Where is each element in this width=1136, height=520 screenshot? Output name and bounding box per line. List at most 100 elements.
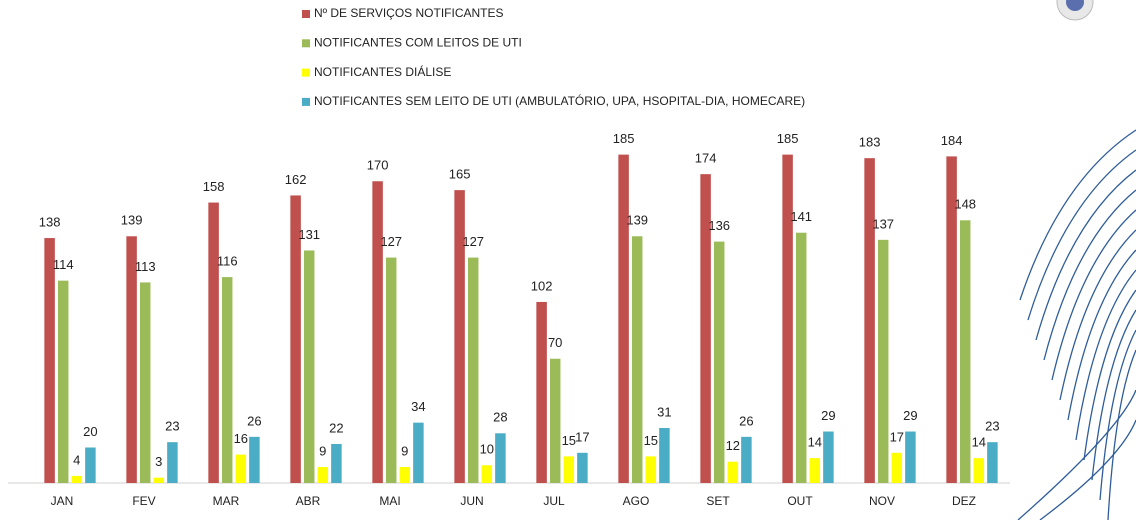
bar: [782, 154, 793, 483]
bar: [385, 257, 397, 483]
value-label: 17: [890, 429, 904, 444]
bar: [317, 467, 329, 483]
legend-label: Nº DE SERVIÇOS NOTIFICANTES: [314, 6, 504, 20]
value-label: 34: [411, 399, 425, 414]
bar: [659, 427, 670, 483]
value-label: 31: [657, 404, 671, 419]
value-label: 4: [73, 452, 80, 467]
logo: [1056, 0, 1094, 21]
bar: [57, 280, 69, 483]
value-label: 137: [872, 216, 894, 231]
legend-swatch: [302, 97, 310, 106]
value-label: 28: [493, 410, 507, 425]
value-label: 70: [548, 335, 562, 350]
bar: [235, 454, 247, 483]
bar: [399, 467, 411, 483]
bar: [303, 250, 315, 483]
x-tick-label: SET: [706, 494, 730, 508]
bar: [495, 433, 506, 483]
value-label: 14: [808, 435, 822, 450]
value-label: 162: [285, 172, 307, 187]
value-label: 174: [695, 151, 717, 166]
value-label: 15: [562, 433, 576, 448]
legend-swatch: [302, 68, 310, 77]
value-label: 9: [401, 443, 408, 458]
bar: [481, 465, 493, 483]
value-label: 12: [726, 438, 740, 453]
value-label: 26: [739, 413, 753, 428]
bar: [987, 442, 998, 483]
value-label: 184: [941, 133, 963, 148]
bar: [741, 436, 752, 483]
bar: [85, 447, 96, 483]
value-label: 183: [859, 135, 881, 150]
legend-swatch: [302, 39, 310, 48]
value-label: 127: [462, 234, 484, 249]
value-label: 23: [165, 419, 179, 434]
x-tick-label: JUN: [460, 494, 483, 508]
value-label: 158: [203, 179, 225, 194]
value-label: 185: [777, 131, 799, 146]
bar: [549, 358, 561, 483]
value-label: 16: [234, 431, 248, 446]
bar: [536, 301, 547, 483]
bar: [946, 156, 957, 483]
value-label: 165: [449, 167, 471, 182]
value-label: 148: [954, 197, 976, 212]
value-label: 29: [821, 408, 835, 423]
value-label: 15: [644, 433, 658, 448]
x-tick-label: DEZ: [952, 494, 976, 508]
legend-label: NOTIFICANTES SEM LEITO DE UTI (AMBULATÓR…: [314, 93, 805, 108]
value-label: 185: [613, 131, 635, 146]
x-tick-label: OUT: [787, 494, 813, 508]
bar: [631, 236, 643, 483]
bar: [208, 202, 219, 484]
bar: [809, 458, 821, 483]
value-label: 26: [247, 413, 261, 428]
bar: [44, 238, 55, 483]
bar: [331, 443, 342, 483]
bar: [454, 190, 465, 483]
value-label: 113: [135, 259, 156, 274]
value-label: 136: [708, 218, 730, 233]
value-label: 138: [39, 214, 61, 229]
bar: [891, 452, 903, 483]
bar: [713, 241, 725, 483]
bar: [795, 232, 807, 483]
bar: [139, 282, 151, 483]
value-label: 10: [480, 442, 494, 457]
legend-label: NOTIFICANTES DIÁLISE: [314, 64, 451, 79]
value-label: 127: [380, 234, 402, 249]
bar: [372, 181, 383, 483]
bar: [823, 431, 834, 483]
bar: [618, 154, 629, 483]
bar: [905, 431, 916, 483]
bar: [727, 461, 739, 483]
value-label: 102: [531, 278, 553, 293]
x-tick-label: FEV: [132, 494, 155, 508]
x-tick-label: JUL: [543, 494, 565, 508]
bar: [467, 257, 479, 483]
value-label: 116: [217, 254, 238, 269]
value-label: 14: [972, 435, 986, 450]
value-label: 23: [985, 419, 999, 434]
value-label: 22: [329, 420, 343, 435]
bar: [153, 477, 165, 483]
bar: [864, 158, 875, 484]
value-label: 17: [575, 429, 589, 444]
bar: [167, 442, 178, 483]
bar: [959, 220, 971, 484]
bar: [413, 422, 424, 483]
legend-label: NOTIFICANTES COM LEITOS DE UTI: [314, 35, 522, 49]
legend-swatch: [302, 10, 310, 18]
x-tick-label: MAI: [379, 494, 400, 508]
bar: [71, 475, 83, 483]
bar: [577, 452, 588, 483]
x-tick-label: ABR: [296, 494, 321, 508]
bar: [645, 456, 657, 483]
bar: [249, 436, 260, 483]
x-tick-label: JAN: [51, 494, 74, 508]
bar: [973, 458, 985, 483]
value-label: 170: [367, 158, 389, 173]
